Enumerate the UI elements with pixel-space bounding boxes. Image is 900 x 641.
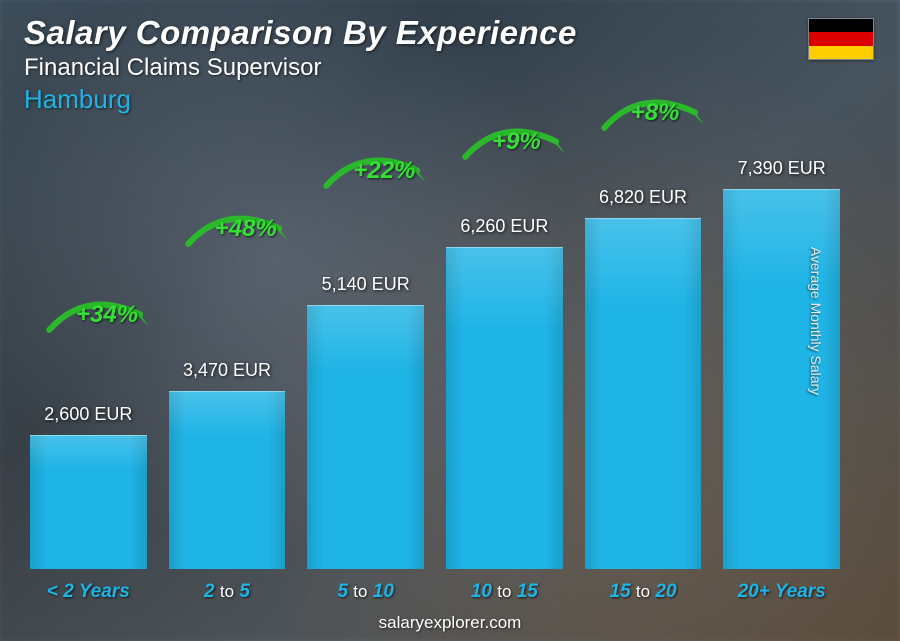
- bar-value-label: 6,820 EUR: [599, 187, 687, 208]
- page-title: Salary Comparison By Experience: [24, 14, 876, 52]
- growth-arrow-icon: [311, 143, 441, 203]
- x-axis-labels: < 2 Years 2 to 5 5 to 10 10 to 15 15 to 20 20…: [30, 581, 840, 603]
- bar-wrap: 2,600 EUR +34%: [30, 140, 147, 569]
- y-axis-label: Average Monthly Salary: [808, 246, 824, 394]
- bar-value-label: 2,600 EUR: [44, 404, 132, 425]
- x-axis-label: < 2 Years: [30, 581, 147, 603]
- location: Hamburg: [24, 84, 876, 115]
- x-axis-label: 10 to 15: [446, 581, 563, 603]
- bar: [585, 218, 702, 569]
- header: Salary Comparison By Experience Financia…: [24, 14, 876, 115]
- growth-arrow-icon: [173, 201, 303, 261]
- bar-wrap: 3,470 EUR +48%: [169, 140, 286, 569]
- bar: [169, 391, 286, 569]
- pct-text: +48%: [215, 215, 277, 243]
- x-axis-label: 5 to 10: [307, 581, 424, 603]
- bar-value-label: 5,140 EUR: [322, 274, 410, 295]
- bar: [446, 247, 563, 569]
- bar-wrap: 5,140 EUR +22%: [307, 140, 424, 569]
- job-title: Financial Claims Supervisor: [24, 54, 876, 82]
- bar-value-label: 6,260 EUR: [460, 216, 548, 237]
- bar-wrap: 6,260 EUR+9%: [446, 140, 563, 569]
- footer-attribution: salaryexplorer.com: [0, 613, 900, 633]
- chart-area: 2,600 EUR +34% 3,470 EUR +48% 5,140 EUR +22% 6…: [30, 140, 840, 569]
- bar: [307, 305, 424, 569]
- bar-wrap: 6,820 EUR+8%: [585, 140, 702, 569]
- bar: [30, 435, 147, 569]
- x-axis-label: 15 to 20: [585, 581, 702, 603]
- bar-value-label: 3,470 EUR: [183, 360, 271, 381]
- x-axis-label: 20+ Years: [723, 581, 840, 603]
- growth-arrow-icon: [34, 287, 164, 347]
- pct-text: +22%: [353, 157, 415, 185]
- pct-text: +34%: [76, 301, 138, 329]
- bar-value-label: 7,390 EUR: [738, 158, 826, 179]
- bars-container: 2,600 EUR +34% 3,470 EUR +48% 5,140 EUR +22% 6…: [30, 140, 840, 569]
- x-axis-label: 2 to 5: [169, 581, 286, 603]
